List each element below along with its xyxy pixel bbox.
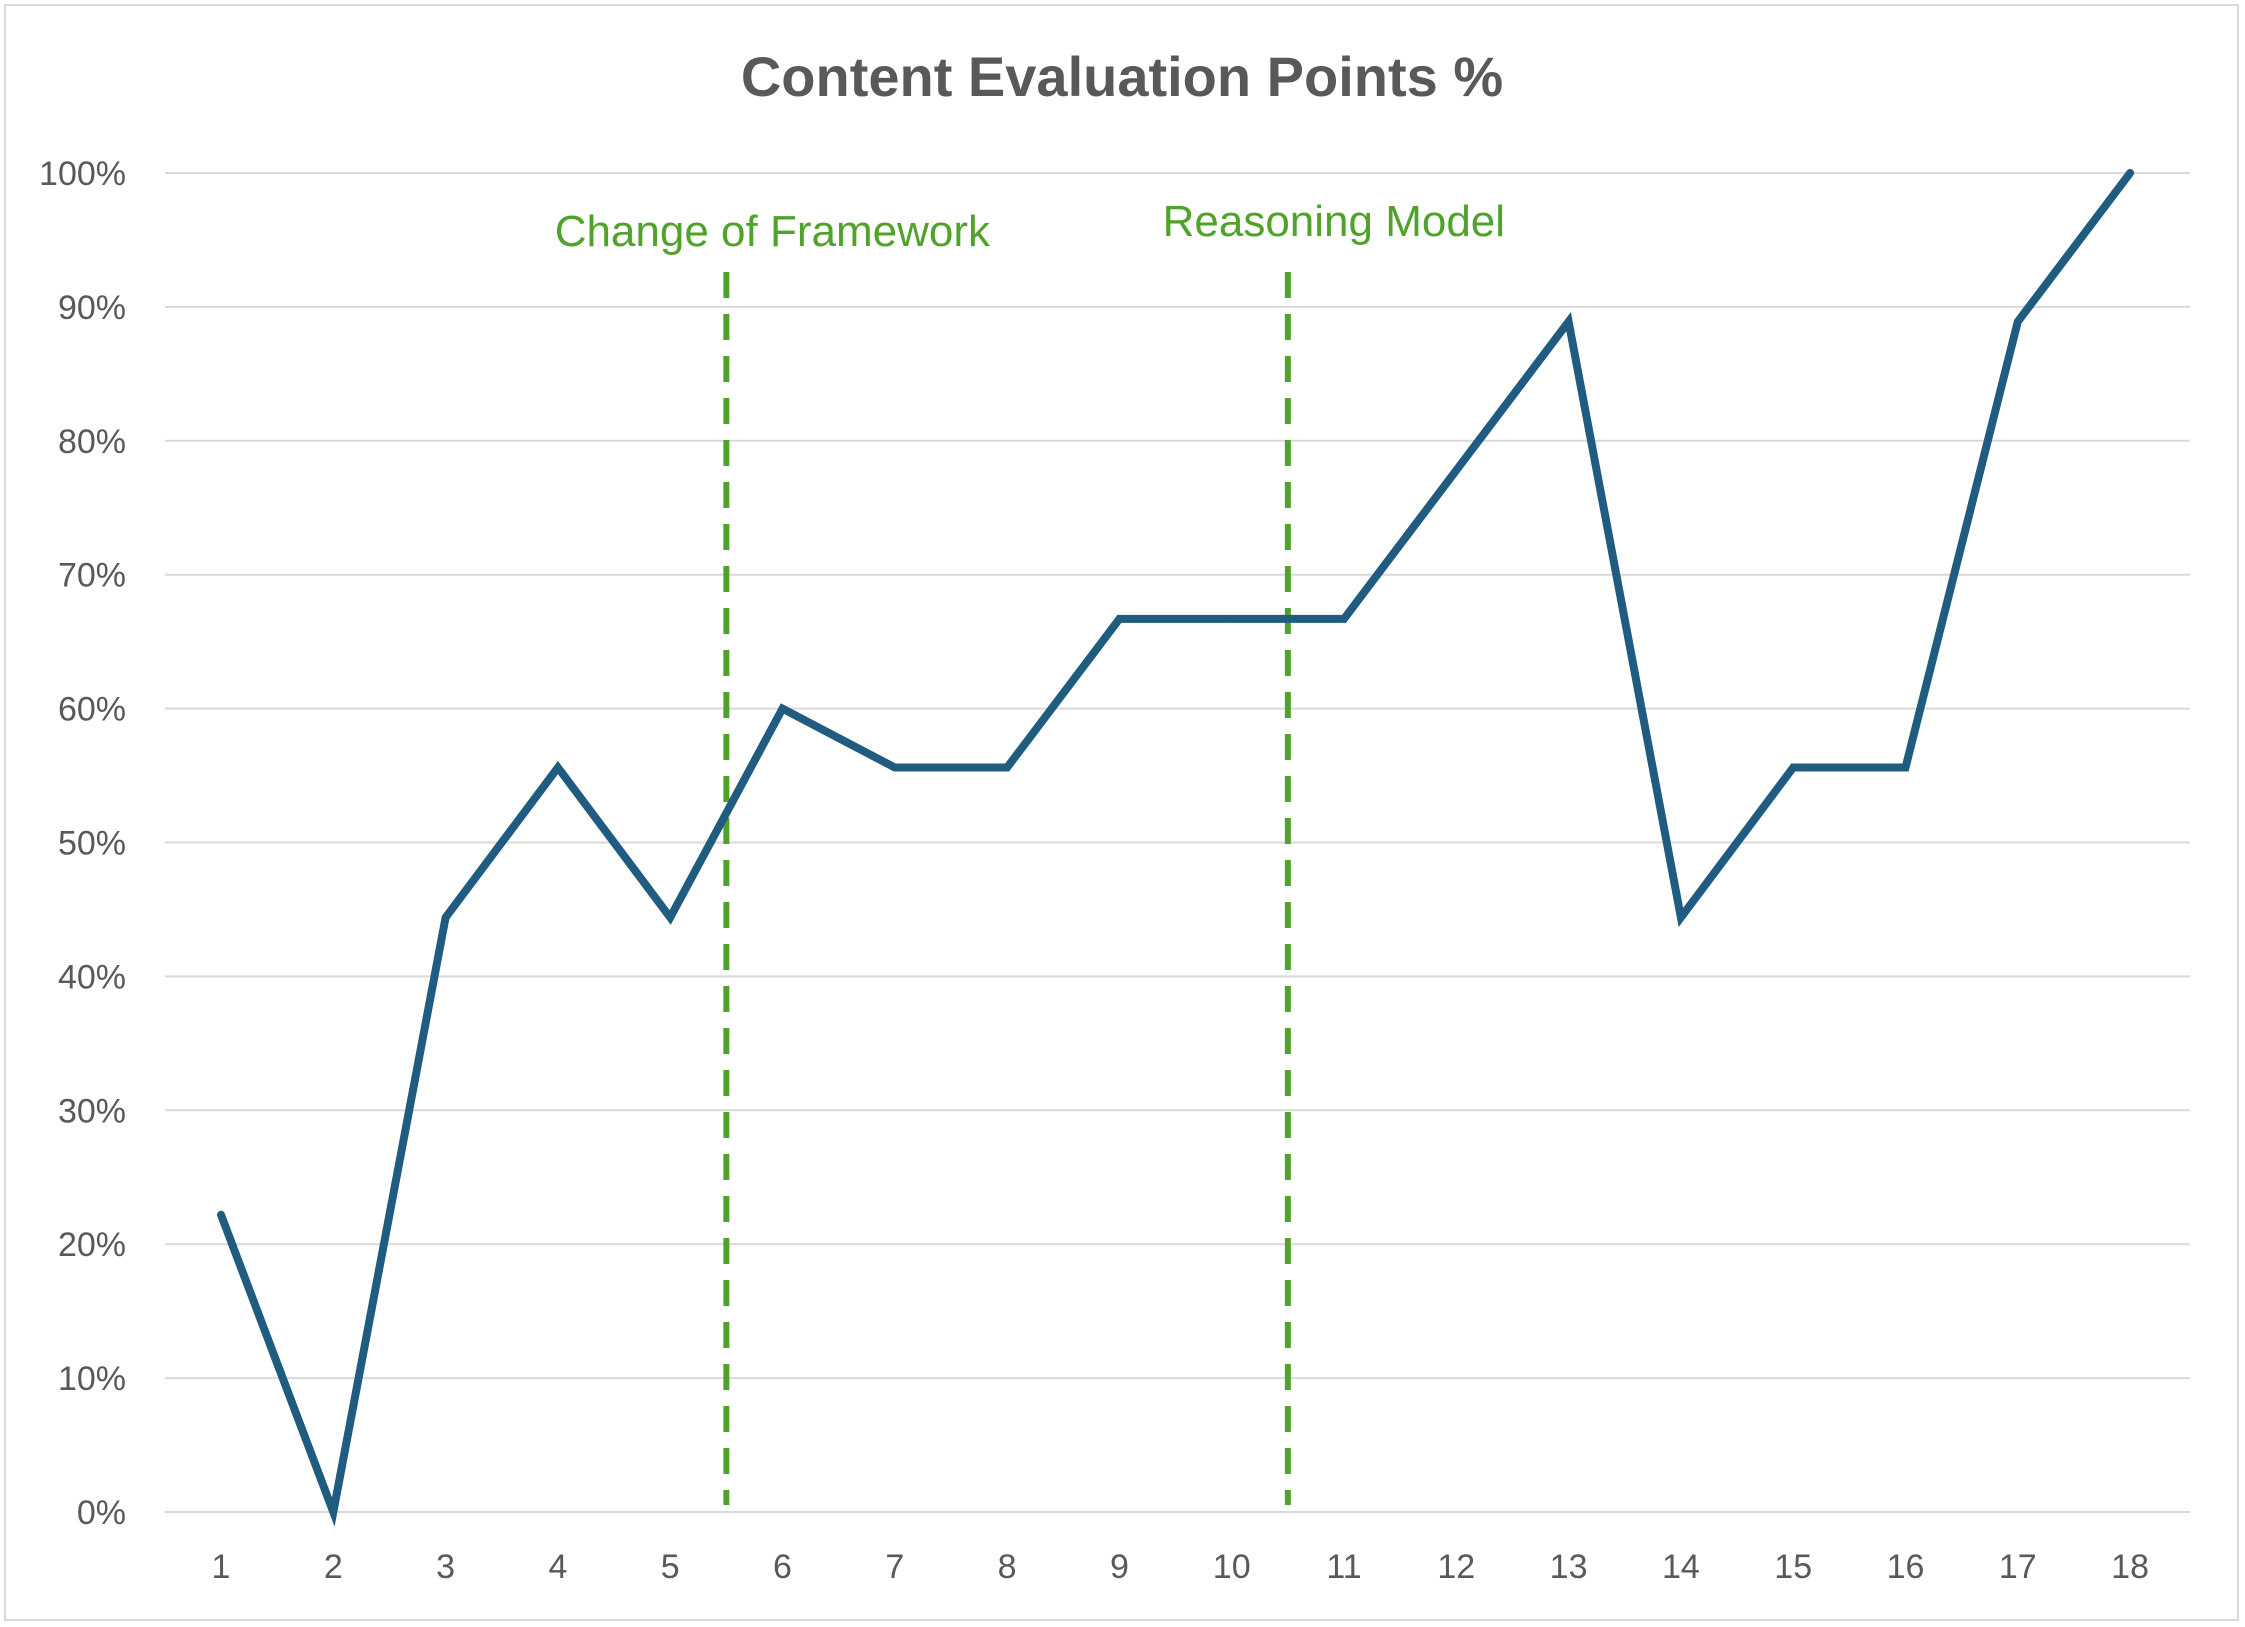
data-point <box>1679 916 1682 919</box>
annotation-label: Reasoning Model <box>1163 197 1505 246</box>
data-point <box>1904 766 1907 769</box>
chart-frame <box>4 4 2239 1621</box>
data-point <box>220 1213 222 1216</box>
data-point <box>1230 617 1233 620</box>
data-point <box>1343 617 1345 620</box>
y-tick-label: 40% <box>58 958 126 996</box>
data-point <box>556 766 559 769</box>
x-tick-label: 14 <box>1662 1548 1700 1586</box>
x-tick-label: 12 <box>1437 1548 1475 1586</box>
data-point <box>2016 320 2019 323</box>
x-tick-label: 6 <box>773 1548 792 1586</box>
y-tick-label: 80% <box>58 423 126 461</box>
data-point <box>669 916 672 919</box>
x-tick-label: 4 <box>548 1548 567 1586</box>
grid-layer <box>165 172 2190 1513</box>
x-tick-label: 2 <box>324 1548 343 1586</box>
series-line <box>217 169 2135 1527</box>
x-tick-label: 3 <box>436 1548 455 1586</box>
y-axis-ticks: 0% 10% 20% 30% 40% 50% 60% 70% 80% 90% 100% <box>39 155 126 1532</box>
data-point <box>1006 766 1009 769</box>
data-point <box>1455 469 1458 472</box>
data-point <box>444 916 447 919</box>
y-tick-label: 0% <box>77 1494 126 1532</box>
data-point <box>1792 766 1795 769</box>
y-tick-label: 90% <box>58 289 126 327</box>
y-tick-label: 10% <box>58 1360 126 1398</box>
series-layer <box>217 169 2135 1527</box>
x-tick-label: 16 <box>1887 1548 1925 1586</box>
x-tick-label: 17 <box>1999 1548 2037 1586</box>
x-tick-label: 13 <box>1550 1548 1588 1586</box>
y-tick-label: 100% <box>39 155 126 193</box>
x-tick-label: 18 <box>2111 1548 2149 1586</box>
y-tick-label: 30% <box>58 1092 126 1130</box>
data-point <box>1567 320 1570 323</box>
x-tick-label: 15 <box>1774 1548 1812 1586</box>
x-tick-label: 7 <box>885 1548 904 1586</box>
y-tick-label: 70% <box>58 557 126 595</box>
x-tick-label: 9 <box>1110 1548 1129 1586</box>
data-point <box>332 1511 335 1513</box>
data-point <box>781 707 784 710</box>
x-tick-label: 11 <box>1326 1548 1361 1586</box>
data-point <box>893 766 896 769</box>
y-tick-label: 20% <box>58 1226 126 1264</box>
annotation-label: Change of Framework <box>555 207 991 256</box>
y-tick-label: 60% <box>58 691 126 729</box>
annotation-layer: Change of Framework Reasoning Model <box>555 197 1505 1505</box>
data-point <box>2129 172 2132 174</box>
x-tick-label: 10 <box>1213 1548 1251 1586</box>
x-tick-label: 1 <box>212 1548 231 1586</box>
x-axis-ticks: 1 2 3 4 5 6 7 8 9 10 11 12 13 14 15 16 17 18 <box>212 1548 2149 1586</box>
x-tick-label: 8 <box>998 1548 1017 1586</box>
x-tick-label: 5 <box>661 1548 680 1586</box>
chart-title: Content Evaluation Points % <box>741 45 1503 108</box>
y-tick-label: 50% <box>58 825 126 863</box>
data-point <box>1118 617 1121 620</box>
